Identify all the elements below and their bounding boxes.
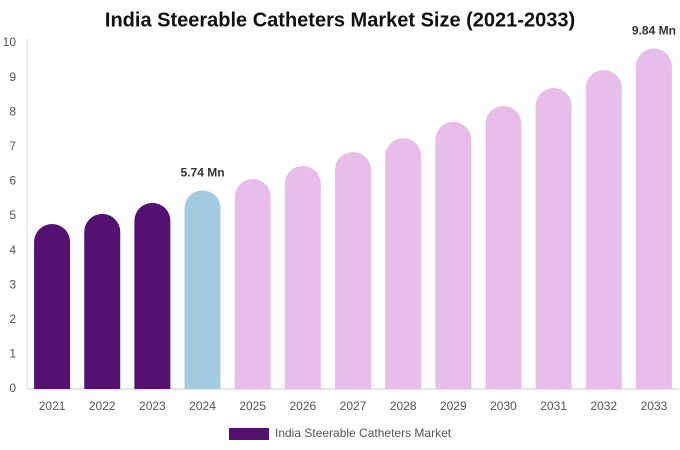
data-label: 9.84 Mn [632, 24, 676, 38]
x-tick-label: 2029 [440, 399, 467, 413]
y-tick-label: 10 [3, 35, 17, 49]
y-tick-label: 2 [9, 312, 16, 326]
bar [585, 69, 622, 389]
y-tick-label: 0 [9, 381, 16, 395]
y-tick-label: 1 [9, 347, 16, 361]
x-tick-label: 2023 [139, 399, 166, 413]
bar [635, 48, 672, 389]
bar [385, 138, 422, 389]
y-tick-label: 6 [9, 174, 16, 188]
y-tick-label: 7 [9, 139, 16, 153]
x-tick-label: 2021 [39, 399, 66, 413]
y-tick-label: 9 [9, 70, 16, 84]
x-tick-label: 2030 [490, 399, 517, 413]
x-tick-label: 2027 [340, 399, 367, 413]
x-tick-label: 2033 [641, 399, 668, 413]
x-tick-label: 2028 [390, 399, 417, 413]
legend-label: India Steerable Catheters Market [275, 426, 452, 440]
bar [234, 178, 271, 389]
y-tick-label: 4 [9, 243, 16, 257]
bar [184, 190, 221, 389]
x-tick-label: 2022 [89, 399, 116, 413]
x-tick-label: 2025 [239, 399, 266, 413]
y-tick-label: 5 [9, 208, 16, 222]
x-tick-label: 2031 [540, 399, 567, 413]
bar [335, 151, 371, 389]
bar [84, 213, 121, 389]
x-tick-label: 2026 [289, 399, 316, 413]
bar [284, 165, 321, 389]
x-tick-label: 2032 [590, 399, 617, 413]
y-tick-label: 3 [9, 277, 16, 291]
y-tick-label: 8 [9, 104, 16, 118]
bar [535, 87, 572, 389]
bar [134, 202, 171, 389]
bar [34, 223, 71, 389]
x-tick-label: 2024 [189, 399, 216, 413]
bar [435, 121, 472, 389]
bar [485, 105, 522, 390]
data-label: 5.74 Mn [181, 166, 225, 180]
chart-title: India Steerable Catheters Market Size (2… [105, 9, 575, 31]
legend-swatch [229, 428, 269, 440]
